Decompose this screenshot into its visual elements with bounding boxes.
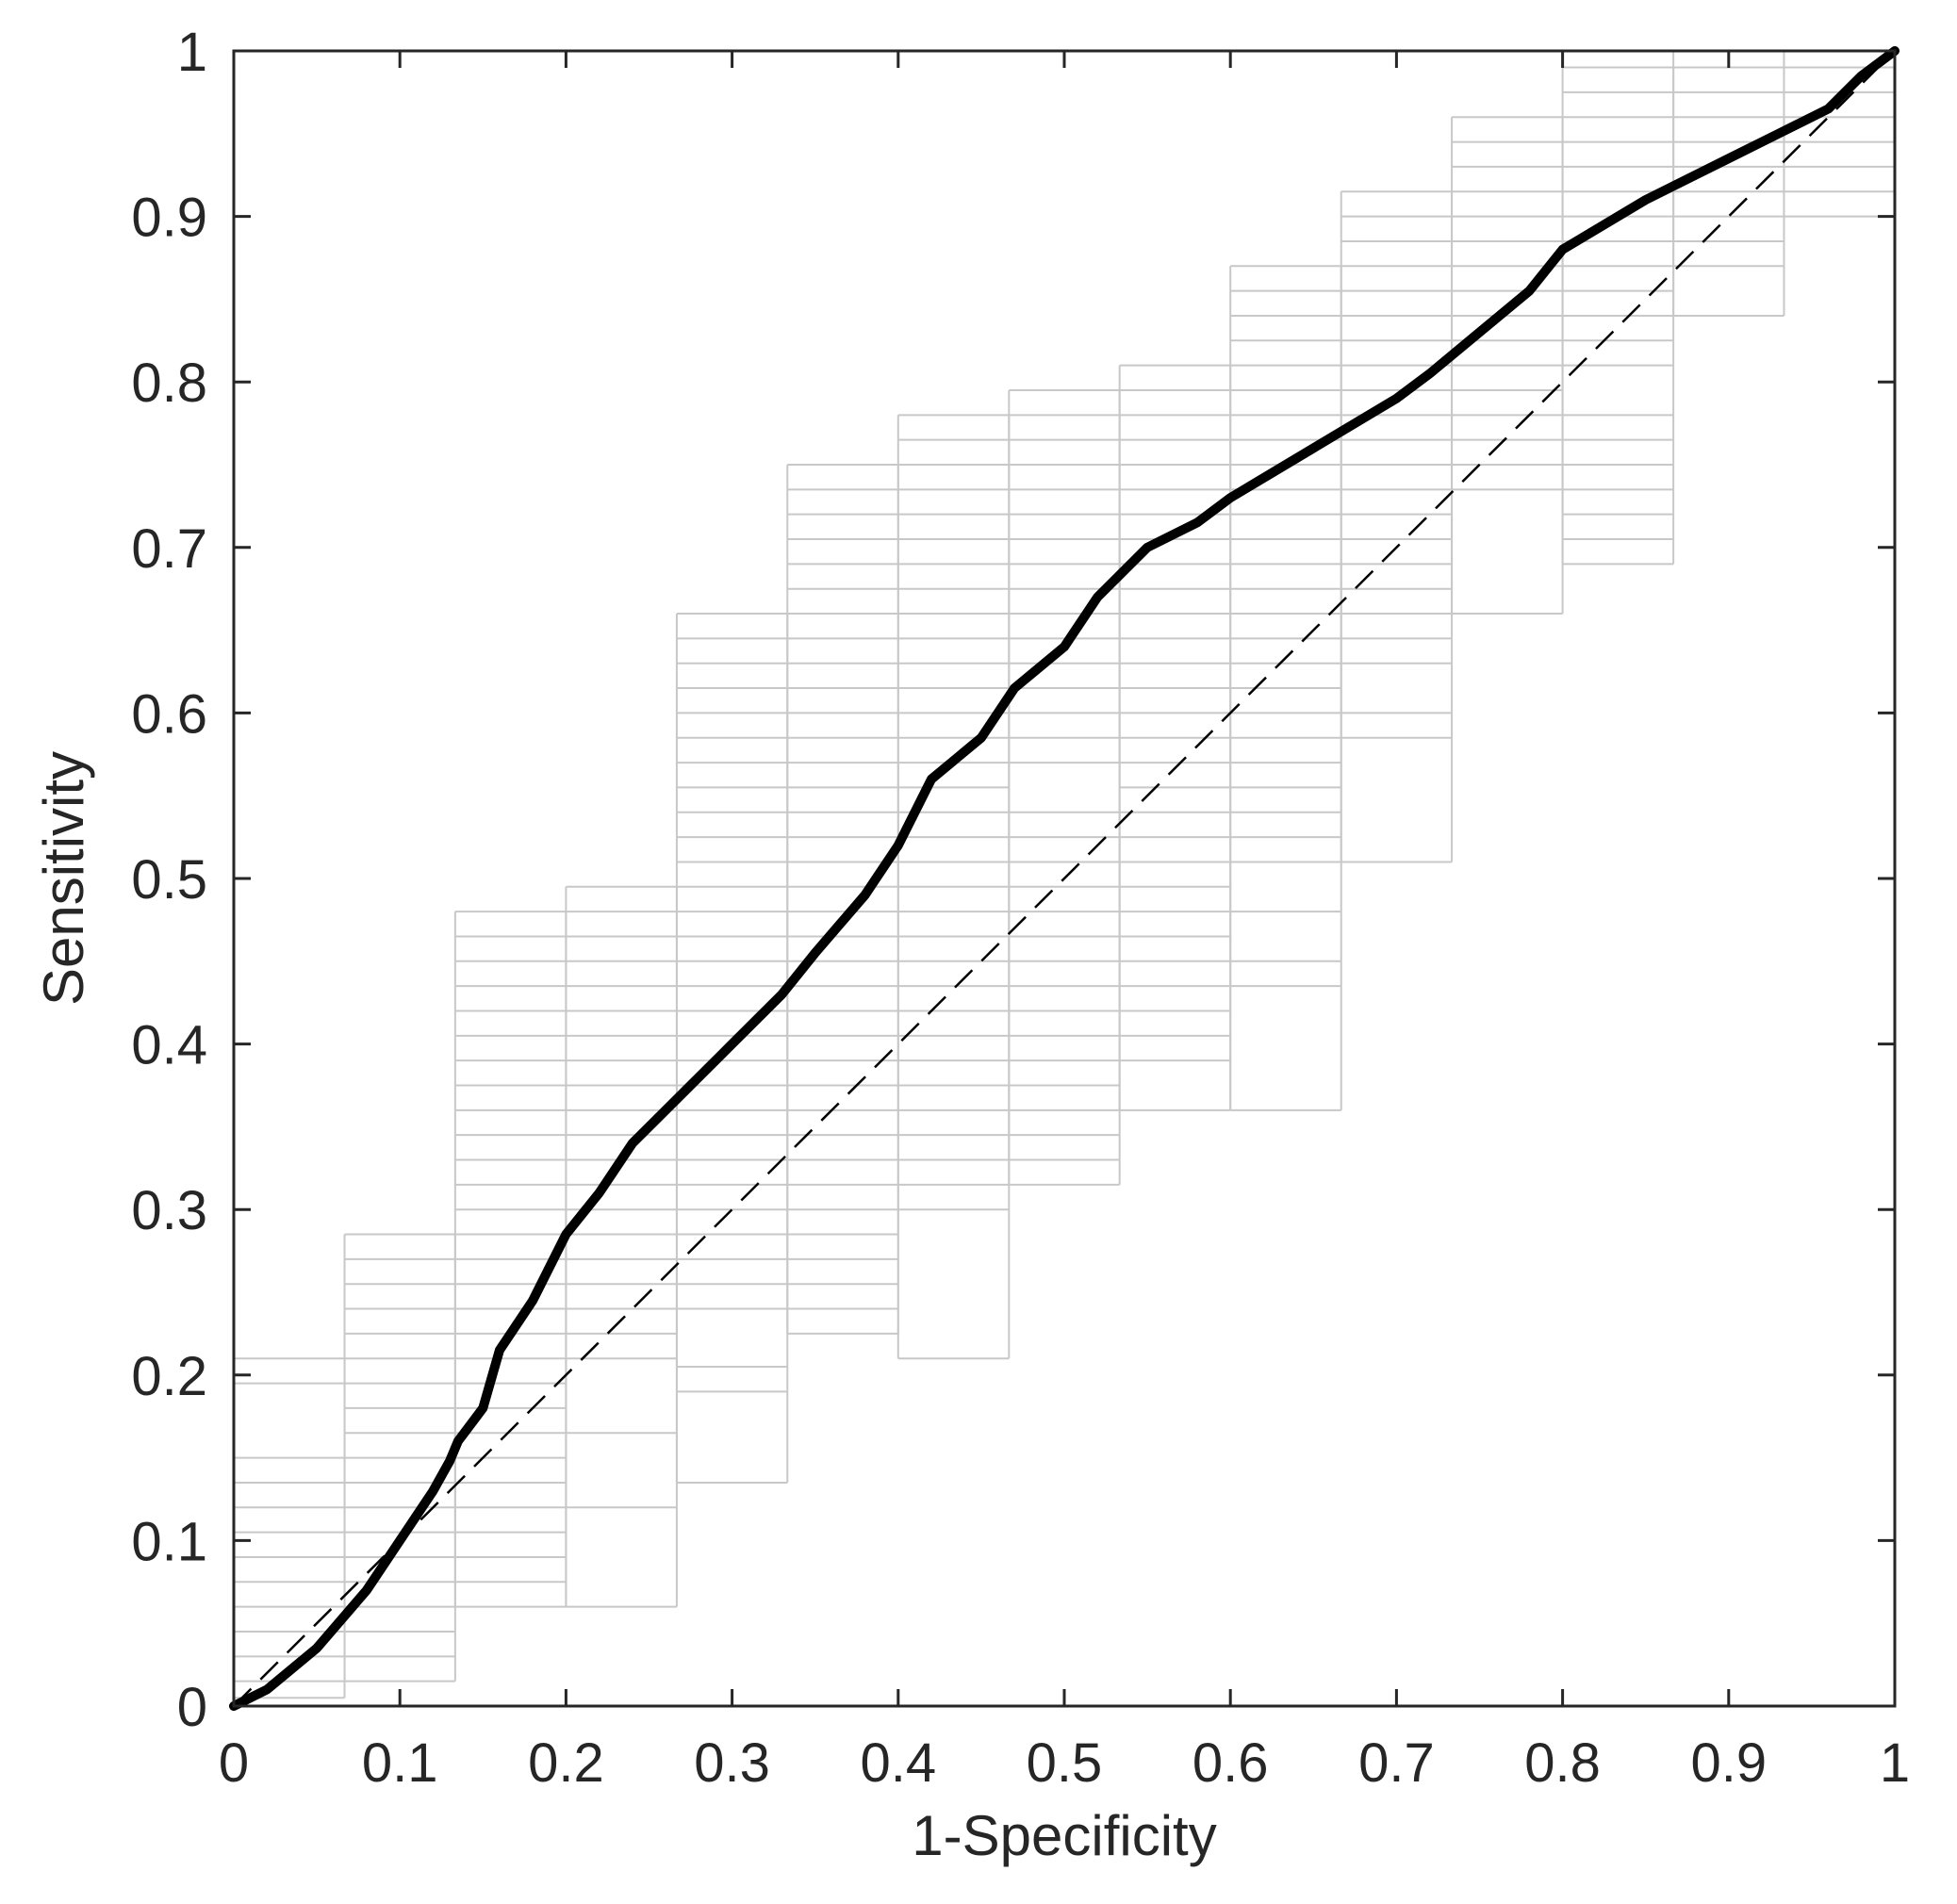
x-tick-label: 0.9 [1690, 1732, 1767, 1794]
y-tick-label: 0.2 [131, 1346, 207, 1407]
x-tick-label: 0.1 [362, 1732, 438, 1794]
y-tick-label: 0.4 [131, 1015, 207, 1076]
y-tick-label: 0.5 [131, 849, 207, 911]
y-tick-label: 0 [177, 1677, 207, 1738]
x-tick-label: 0 [219, 1732, 249, 1794]
y-tick-label: 0.3 [131, 1180, 207, 1241]
ticks-group: 0 0.1 0.2 0.3 0.4 0.5 0.6 0.7 0.8 0.9 1 0 0.1 0.2 0.3 0… [131, 22, 1910, 1794]
x-tick-label: 0.5 [1027, 1732, 1103, 1794]
roc-curve-line [229, 46, 1899, 1711]
x-tick-label: 0.7 [1358, 1732, 1435, 1794]
y-tick-label: 0.9 [131, 188, 207, 249]
x-tick-label: 0.3 [694, 1732, 770, 1794]
x-tick-label: 0.6 [1192, 1732, 1269, 1794]
x-tick-label: 0.2 [528, 1732, 604, 1794]
y-axis-label: Sensitivity [32, 751, 95, 1006]
x-tick-label: 0.8 [1524, 1732, 1601, 1794]
y-tick-label: 0.8 [131, 353, 207, 414]
y-tick-label: 0.6 [131, 683, 207, 745]
step-lines-group [233, 50, 1896, 1699]
x-tick-label: 0.4 [860, 1732, 936, 1794]
y-tick-label: 1 [177, 22, 207, 83]
y-tick-label: 0.1 [131, 1511, 207, 1572]
reference-diagonal-line [233, 50, 1896, 1707]
x-axis-label: 1-Specificity [912, 1804, 1216, 1867]
series-group [229, 46, 1899, 1711]
x-tick-label: 1 [1880, 1732, 1910, 1794]
y-tick-label: 0.7 [131, 518, 207, 580]
